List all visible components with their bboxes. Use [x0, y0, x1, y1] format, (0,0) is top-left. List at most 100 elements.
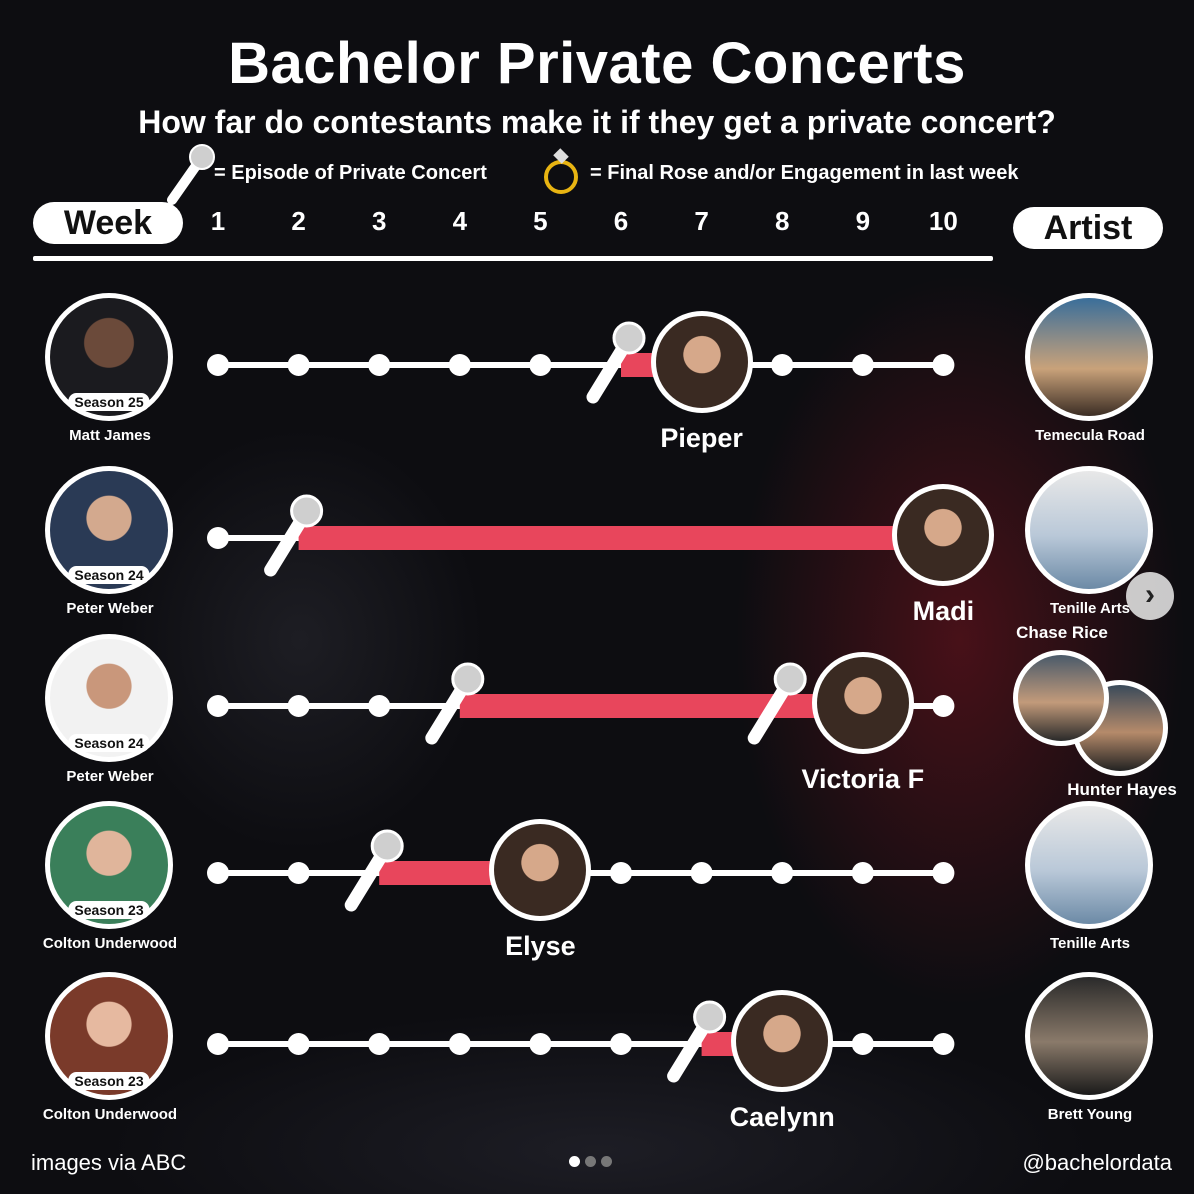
row-4-week-7-dot — [690, 862, 713, 884]
week-tick-10: 10 — [928, 206, 958, 236]
legend-final-rose-text: = Final Rose and/or Engagement in last w… — [590, 162, 1019, 184]
row-4-contestant-avatar — [489, 819, 592, 921]
row-3-bachelor-avatar: Season 24 — [45, 634, 173, 762]
row-4-artist-name: Tenille Arts — [1049, 935, 1131, 952]
row-1-week-9-dot — [851, 354, 874, 376]
carousel-next-button[interactable]: › — [1126, 572, 1174, 620]
chart-subtitle: How far do contestants make it if they g… — [138, 104, 1056, 140]
row-4-week-6-dot — [610, 862, 632, 884]
legend-concert-text: = Episode of Private Concert — [214, 162, 487, 184]
row-4-week-1-dot — [207, 862, 229, 884]
row-4-week-10-dot — [932, 862, 955, 884]
row-5-week-4-dot — [448, 1033, 471, 1055]
season-label: Season 24 — [68, 566, 150, 584]
row-3-survival-bar — [459, 694, 863, 718]
row-4-week-8-dot — [771, 862, 794, 884]
row-5-week-5-dot — [529, 1033, 552, 1055]
row-3-artist-1-name: Chase Rice — [1016, 623, 1108, 642]
image-credit: images via ABC — [31, 1150, 187, 1175]
week-tick-1: 1 — [210, 206, 226, 236]
row-5-week-3-dot — [368, 1033, 391, 1055]
row-1-week-3-dot — [368, 354, 391, 376]
week-header-pill: Week — [33, 202, 183, 244]
row-5-artist-name: Brett Young — [1047, 1106, 1133, 1123]
carousel-dot-1[interactable] — [569, 1156, 580, 1167]
row-4-bachelor-name: Colton Underwood — [42, 935, 178, 952]
row-1-week-5-dot — [529, 354, 552, 376]
row-3-bachelor-name: Peter Weber — [66, 768, 154, 785]
row-3-artist-2-name: Hunter Hayes — [1067, 780, 1177, 799]
carousel-dot-2[interactable] — [585, 1156, 596, 1167]
row-3-concert-microphone-icon — [747, 662, 807, 745]
week-tick-5: 5 — [533, 206, 548, 236]
legend-ring-icon — [544, 148, 578, 194]
row-1-week-10-dot — [932, 354, 955, 376]
week-tick-8: 8 — [774, 206, 790, 236]
row-1-week-1-dot — [207, 354, 229, 376]
row-3-week-1-dot — [207, 695, 229, 717]
row-3-contestant-avatar — [811, 652, 914, 754]
header-divider — [33, 256, 993, 261]
row-2-contestant-avatar — [892, 484, 995, 586]
week-tick-9: 9 — [855, 206, 871, 236]
row-1-week-8-dot — [771, 354, 794, 376]
chart-title: Bachelor Private Concerts — [228, 31, 966, 96]
row-5-bachelor-avatar: Season 23 — [45, 972, 173, 1100]
season-label: Season 25 — [68, 393, 150, 411]
row-3-contestant-name: Victoria F — [801, 764, 925, 794]
row-1-bachelor-avatar: Season 25 — [45, 293, 173, 421]
row-1-week-2-dot — [287, 354, 310, 376]
row-1-bachelor-name: Matt James — [69, 427, 151, 444]
row-3-week-2-dot — [287, 695, 310, 717]
row-5-week-2-dot — [287, 1033, 310, 1055]
row-2-survival-bar — [298, 526, 944, 550]
carousel-dot-3[interactable] — [601, 1156, 612, 1167]
week-tick-3: 3 — [371, 206, 387, 236]
row-3-week-3-dot — [368, 695, 391, 717]
row-5-bachelor-name: Colton Underwood — [42, 1106, 178, 1123]
legend-microphone-icon — [167, 144, 215, 205]
row-5-contestant-name: Caelynn — [729, 1102, 835, 1132]
row-1-week-4-dot — [448, 354, 471, 376]
season-label: Season 23 — [68, 901, 150, 919]
season-label: Season 24 — [68, 734, 150, 752]
row-1-concert-microphone-icon — [586, 321, 646, 404]
row-5-artist-avatar — [1025, 972, 1153, 1100]
row-2-bachelor-name: Peter Weber — [66, 600, 154, 617]
season-label: Season 23 — [68, 1072, 150, 1090]
week-tick-7: 7 — [694, 206, 709, 236]
row-1-artist-name: Temecula Road — [1035, 427, 1145, 444]
row-2-bachelor-avatar: Season 24 — [45, 466, 173, 594]
row-2-artist-name: Tenille Arts — [1049, 600, 1131, 617]
artist-header-pill: Artist — [1013, 207, 1163, 249]
week-tick-6: 6 — [613, 206, 629, 236]
row-3-week-10-dot — [932, 695, 955, 717]
row-4-contestant-name: Elyse — [505, 931, 576, 961]
account-handle: @bachelordata — [1022, 1150, 1172, 1175]
row-5-week-1-dot — [207, 1033, 229, 1055]
row-2-artist-avatar — [1025, 466, 1153, 594]
row-1-artist-avatar — [1025, 293, 1153, 421]
row-4-week-2-dot — [287, 862, 310, 884]
row-5-week-10-dot — [932, 1033, 955, 1055]
row-4-week-9-dot — [851, 862, 874, 884]
row-4-concert-microphone-icon — [344, 829, 404, 912]
week-tick-2: 2 — [291, 206, 306, 236]
carousel-dots[interactable] — [569, 1154, 617, 1172]
row-2-concert-microphone-icon — [264, 494, 324, 577]
row-5-concert-microphone-icon — [667, 1000, 727, 1083]
week-tick-4: 4 — [452, 206, 468, 236]
row-5-week-6-dot — [610, 1033, 632, 1055]
row-3-concert-microphone-icon — [425, 662, 485, 745]
row-3-artist-1-avatar — [1013, 650, 1109, 746]
row-2-week-1-dot — [207, 527, 229, 549]
row-1-contestant-name: Pieper — [660, 423, 743, 453]
row-1-contestant-avatar — [650, 311, 753, 413]
row-2-contestant-name: Madi — [912, 596, 975, 626]
row-5-contestant-avatar — [731, 990, 834, 1092]
row-5-week-9-dot — [851, 1033, 874, 1055]
row-4-bachelor-avatar: Season 23 — [45, 801, 173, 929]
row-4-artist-avatar — [1025, 801, 1153, 929]
